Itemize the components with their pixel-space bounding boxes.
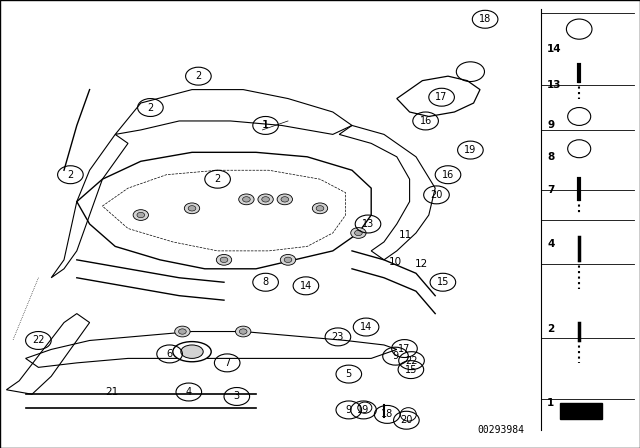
Text: 9: 9: [547, 121, 554, 130]
Circle shape: [188, 206, 196, 211]
Text: 4: 4: [547, 239, 555, 249]
Circle shape: [284, 257, 292, 263]
Circle shape: [137, 212, 145, 218]
Text: 15: 15: [436, 277, 449, 287]
Text: 5: 5: [346, 369, 352, 379]
Circle shape: [216, 254, 232, 265]
Text: 13: 13: [547, 80, 562, 90]
Circle shape: [220, 257, 228, 263]
Text: 3: 3: [234, 392, 240, 401]
Circle shape: [316, 206, 324, 211]
Text: 14: 14: [300, 281, 312, 291]
Text: 16: 16: [419, 116, 432, 126]
Text: 14: 14: [547, 44, 562, 54]
Text: 10: 10: [389, 257, 402, 267]
Circle shape: [312, 203, 328, 214]
Circle shape: [262, 197, 269, 202]
Text: 9: 9: [392, 351, 399, 361]
Text: 22: 22: [32, 336, 45, 345]
Text: 17: 17: [398, 344, 411, 353]
Text: 8: 8: [547, 152, 554, 162]
Text: 15: 15: [404, 365, 417, 375]
Text: 4: 4: [186, 387, 192, 397]
Text: 14: 14: [360, 322, 372, 332]
Text: 1: 1: [547, 398, 554, 408]
Text: 20: 20: [430, 190, 443, 200]
Text: 18: 18: [381, 409, 394, 419]
Circle shape: [280, 254, 296, 265]
Circle shape: [355, 230, 362, 236]
Circle shape: [133, 210, 148, 220]
Text: 1: 1: [262, 121, 269, 130]
Text: 19: 19: [464, 145, 477, 155]
Text: 7: 7: [547, 185, 555, 195]
Text: 1: 1: [262, 121, 269, 130]
Text: 8: 8: [262, 277, 269, 287]
Ellipse shape: [181, 345, 204, 358]
Text: 2: 2: [214, 174, 221, 184]
Text: 2: 2: [195, 71, 202, 81]
Text: 18: 18: [479, 14, 492, 24]
Text: 19: 19: [357, 405, 370, 415]
Circle shape: [236, 326, 251, 337]
Text: 21: 21: [106, 387, 118, 397]
Text: 11: 11: [399, 230, 412, 240]
Circle shape: [239, 194, 254, 205]
Text: 13: 13: [362, 219, 374, 229]
FancyBboxPatch shape: [560, 403, 602, 419]
Circle shape: [179, 329, 186, 334]
Text: 2: 2: [147, 103, 154, 112]
Text: 2: 2: [67, 170, 74, 180]
Text: 23: 23: [332, 332, 344, 342]
Circle shape: [277, 194, 292, 205]
Text: 9: 9: [346, 405, 352, 415]
Circle shape: [258, 194, 273, 205]
Circle shape: [351, 228, 366, 238]
Text: 17: 17: [435, 92, 448, 102]
Circle shape: [184, 203, 200, 214]
Text: 20: 20: [400, 415, 413, 425]
FancyBboxPatch shape: [0, 0, 525, 448]
Circle shape: [281, 197, 289, 202]
Text: 16: 16: [442, 170, 454, 180]
Circle shape: [175, 326, 190, 337]
Text: 22: 22: [405, 356, 418, 366]
Text: 00293984: 00293984: [478, 426, 525, 435]
Circle shape: [243, 197, 250, 202]
Ellipse shape: [173, 342, 211, 362]
Text: 2: 2: [547, 324, 554, 334]
Text: 7: 7: [224, 358, 230, 368]
Text: 6: 6: [166, 349, 173, 359]
Text: 12: 12: [415, 259, 428, 269]
Circle shape: [239, 329, 247, 334]
